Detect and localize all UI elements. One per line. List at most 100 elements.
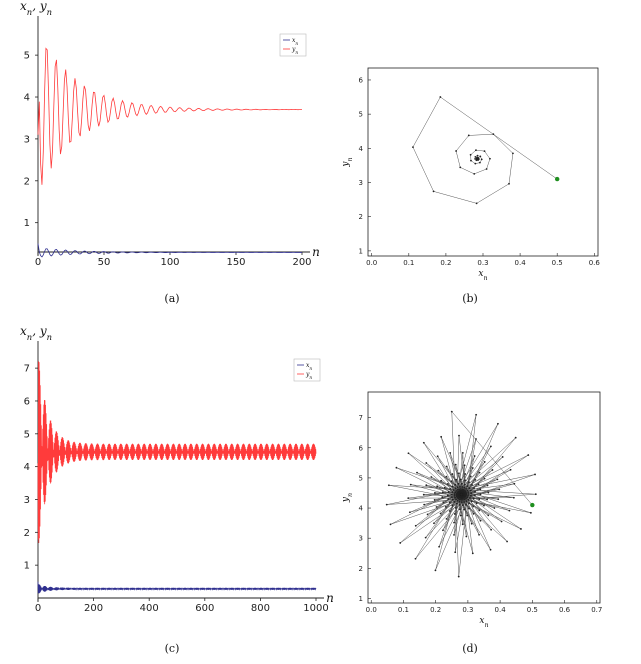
trajectory-point (491, 469, 494, 471)
trajectory-point (426, 513, 429, 516)
trajectory-point (438, 545, 441, 548)
y-tick-label: 2 (24, 176, 30, 187)
y-tick-label: 6 (24, 396, 30, 407)
trajectory-point (468, 502, 470, 505)
trajectory-point (461, 523, 464, 526)
trajectory-point (487, 514, 490, 517)
trajectory-point (468, 487, 471, 490)
trajectory-point (467, 498, 470, 501)
x-tick-label: 600 (195, 603, 214, 614)
trajectory-point (466, 489, 469, 492)
trajectory-point (387, 484, 390, 487)
trajectory-point (459, 514, 462, 517)
trajectory-point (416, 471, 418, 474)
trajectory-point (446, 494, 449, 497)
x-axis-label: xn (478, 269, 487, 282)
x-tick-label: 0.3 (477, 259, 488, 267)
trajectory-point (474, 162, 477, 165)
trajectory-point (458, 500, 461, 503)
trajectory-point (483, 150, 486, 153)
trajectory-point (458, 503, 461, 506)
trajectory-point (467, 494, 469, 497)
trajectory-point (458, 472, 460, 475)
x-axis-label: n (312, 245, 320, 259)
trajectory-point (483, 477, 486, 480)
trajectory-point (436, 455, 439, 458)
trajectory-point (463, 508, 466, 511)
x-tick-label: 50 (98, 257, 111, 268)
x-axis-label: xn (479, 616, 488, 629)
trajectory-point (442, 529, 444, 532)
trajectory-point (385, 503, 388, 506)
legend-entry: yn (305, 371, 312, 380)
trajectory-point (462, 498, 464, 501)
trajectory-point (489, 445, 492, 448)
x-tick-label: 0.5 (527, 606, 538, 614)
panel-b: 0.0 0.1 0.2 0.3 0.4 0.5 0.6 1 2 3 4 5 6 xn yn (b) (341, 67, 600, 305)
panel-caption: (c) (165, 642, 180, 655)
legend-box (279, 33, 307, 57)
trajectory-point (460, 498, 463, 501)
trajectory-point (472, 505, 475, 508)
trajectory-point (473, 172, 476, 175)
trajectory-point (479, 155, 482, 158)
trajectory-line (412, 96, 558, 204)
trajectory-point (472, 497, 475, 500)
x-tick-label: 200 (292, 257, 311, 268)
trajectory-point (498, 488, 501, 491)
trajectory-point (486, 498, 488, 501)
trajectory-point (472, 512, 475, 515)
panel-d: 0.0 0.1 0.2 0.3 0.4 0.5 0.6 0.7 1 2 3 4 5 6 7 xn yn (d) (341, 391, 602, 655)
initial-point (554, 176, 560, 182)
trajectory-point (469, 497, 471, 499)
trajectory-point (458, 498, 461, 501)
trajectory-point (473, 487, 475, 490)
trajectory-point (434, 491, 436, 494)
trajectory-point (479, 519, 482, 522)
trajectory-point (448, 501, 451, 504)
y-tick-label: 4 (359, 505, 364, 513)
y-tick-label: 4 (359, 145, 364, 153)
trajectory-point (480, 158, 483, 161)
trajectory-point (463, 483, 466, 486)
y-axis-label: xn, yn (20, 0, 52, 17)
trajectory-point (501, 456, 504, 458)
trajectory-point (458, 434, 460, 437)
trajectory-point (479, 493, 482, 496)
trajectory-point (447, 498, 450, 500)
trajectory-point (422, 441, 425, 444)
y-tick-label: 6 (359, 76, 364, 84)
trajectory-point (474, 156, 477, 158)
trajectory-point (487, 491, 490, 494)
trajectory-point (445, 465, 448, 468)
trajectory-point (451, 504, 454, 507)
trajectory-point (460, 482, 463, 485)
trajectory-point (459, 478, 462, 481)
x-tick-label: 0.0 (366, 259, 377, 267)
y-tick-label: 4 (24, 93, 30, 104)
trajectory-point (497, 422, 499, 425)
trajectory-point (470, 500, 473, 503)
trajectory-point (514, 436, 517, 439)
trajectory-point (450, 480, 453, 483)
trajectory-point (508, 182, 510, 185)
trajectory-point (460, 501, 463, 504)
x-tick-label: 800 (251, 603, 270, 614)
trajectory-point (452, 489, 455, 491)
trajectory-point (479, 488, 482, 491)
trajectory-point (447, 491, 450, 493)
trajectory-point (512, 496, 515, 499)
x-tick-label: 0.7 (591, 606, 602, 614)
trajectory-point (471, 552, 474, 555)
x-tick-label: 150 (226, 257, 245, 268)
trajectory-point (434, 569, 437, 572)
trajectory-point (454, 483, 457, 486)
trajectory-point (389, 523, 392, 526)
trajectory-point (463, 464, 466, 467)
trajectory-point (458, 488, 461, 491)
trajectory-point (474, 158, 476, 160)
trajectory-point (414, 524, 417, 527)
trajectory-point (454, 551, 457, 554)
y-tick-label: 3 (359, 535, 363, 543)
